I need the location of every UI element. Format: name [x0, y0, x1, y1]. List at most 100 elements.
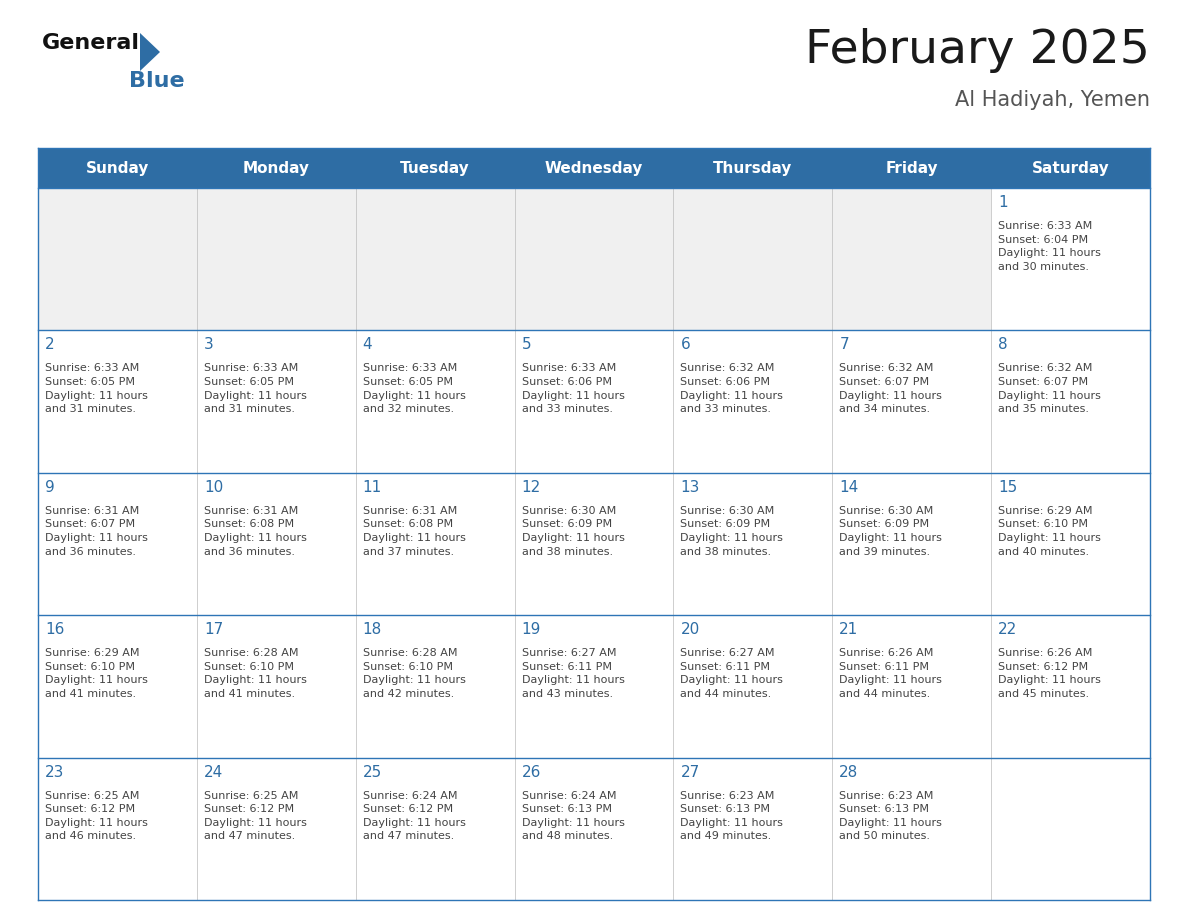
Text: Blue: Blue — [129, 71, 184, 91]
Text: 9: 9 — [45, 480, 55, 495]
Bar — [38, 188, 197, 330]
Text: Sunday: Sunday — [86, 161, 150, 175]
Bar — [991, 330, 1150, 473]
Text: 16: 16 — [45, 622, 64, 637]
Text: Thursday: Thursday — [713, 161, 792, 175]
Bar — [355, 188, 514, 330]
Text: 20: 20 — [681, 622, 700, 637]
Text: Sunrise: 6:30 AM
Sunset: 6:09 PM
Daylight: 11 hours
and 39 minutes.: Sunrise: 6:30 AM Sunset: 6:09 PM Dayligh… — [839, 506, 942, 556]
Text: 4: 4 — [362, 338, 372, 353]
Text: 1: 1 — [998, 195, 1007, 210]
Text: General: General — [42, 33, 140, 53]
Bar — [197, 615, 355, 757]
Text: Sunrise: 6:27 AM
Sunset: 6:11 PM
Daylight: 11 hours
and 43 minutes.: Sunrise: 6:27 AM Sunset: 6:11 PM Dayligh… — [522, 648, 625, 699]
Bar — [674, 757, 833, 900]
Text: Sunrise: 6:31 AM
Sunset: 6:07 PM
Daylight: 11 hours
and 36 minutes.: Sunrise: 6:31 AM Sunset: 6:07 PM Dayligh… — [45, 506, 147, 556]
Bar — [674, 615, 833, 757]
Text: 26: 26 — [522, 765, 541, 779]
Text: 13: 13 — [681, 480, 700, 495]
Bar — [38, 330, 197, 473]
Bar — [514, 188, 674, 330]
Text: Sunrise: 6:23 AM
Sunset: 6:13 PM
Daylight: 11 hours
and 50 minutes.: Sunrise: 6:23 AM Sunset: 6:13 PM Dayligh… — [839, 790, 942, 842]
Text: 27: 27 — [681, 765, 700, 779]
Text: Sunrise: 6:25 AM
Sunset: 6:12 PM
Daylight: 11 hours
and 46 minutes.: Sunrise: 6:25 AM Sunset: 6:12 PM Dayligh… — [45, 790, 147, 842]
Text: 5: 5 — [522, 338, 531, 353]
Text: Sunrise: 6:32 AM
Sunset: 6:07 PM
Daylight: 11 hours
and 35 minutes.: Sunrise: 6:32 AM Sunset: 6:07 PM Dayligh… — [998, 364, 1101, 414]
Text: Sunrise: 6:24 AM
Sunset: 6:13 PM
Daylight: 11 hours
and 48 minutes.: Sunrise: 6:24 AM Sunset: 6:13 PM Dayligh… — [522, 790, 625, 842]
Bar — [197, 757, 355, 900]
Bar — [833, 188, 991, 330]
Bar — [197, 330, 355, 473]
Text: Sunrise: 6:30 AM
Sunset: 6:09 PM
Daylight: 11 hours
and 38 minutes.: Sunrise: 6:30 AM Sunset: 6:09 PM Dayligh… — [681, 506, 783, 556]
Text: Monday: Monday — [242, 161, 310, 175]
Text: Sunrise: 6:28 AM
Sunset: 6:10 PM
Daylight: 11 hours
and 41 minutes.: Sunrise: 6:28 AM Sunset: 6:10 PM Dayligh… — [204, 648, 307, 699]
Bar — [991, 473, 1150, 615]
Text: Sunrise: 6:26 AM
Sunset: 6:11 PM
Daylight: 11 hours
and 44 minutes.: Sunrise: 6:26 AM Sunset: 6:11 PM Dayligh… — [839, 648, 942, 699]
Text: Sunrise: 6:23 AM
Sunset: 6:13 PM
Daylight: 11 hours
and 49 minutes.: Sunrise: 6:23 AM Sunset: 6:13 PM Dayligh… — [681, 790, 783, 842]
Bar — [674, 188, 833, 330]
Text: 28: 28 — [839, 765, 859, 779]
Bar — [197, 473, 355, 615]
Text: 12: 12 — [522, 480, 541, 495]
Text: Sunrise: 6:31 AM
Sunset: 6:08 PM
Daylight: 11 hours
and 37 minutes.: Sunrise: 6:31 AM Sunset: 6:08 PM Dayligh… — [362, 506, 466, 556]
Polygon shape — [140, 33, 160, 71]
Bar — [38, 148, 1150, 188]
Bar — [833, 615, 991, 757]
Text: 6: 6 — [681, 338, 690, 353]
Text: 8: 8 — [998, 338, 1007, 353]
Text: Sunrise: 6:24 AM
Sunset: 6:12 PM
Daylight: 11 hours
and 47 minutes.: Sunrise: 6:24 AM Sunset: 6:12 PM Dayligh… — [362, 790, 466, 842]
Text: Sunrise: 6:33 AM
Sunset: 6:05 PM
Daylight: 11 hours
and 31 minutes.: Sunrise: 6:33 AM Sunset: 6:05 PM Dayligh… — [204, 364, 307, 414]
Text: 7: 7 — [839, 338, 849, 353]
Bar — [674, 473, 833, 615]
Text: 2: 2 — [45, 338, 55, 353]
Bar — [355, 615, 514, 757]
Bar — [197, 188, 355, 330]
Bar — [991, 757, 1150, 900]
Text: Sunrise: 6:25 AM
Sunset: 6:12 PM
Daylight: 11 hours
and 47 minutes.: Sunrise: 6:25 AM Sunset: 6:12 PM Dayligh… — [204, 790, 307, 842]
Text: 22: 22 — [998, 622, 1017, 637]
Bar — [514, 473, 674, 615]
Text: 25: 25 — [362, 765, 383, 779]
Text: 3: 3 — [204, 338, 214, 353]
Bar — [833, 757, 991, 900]
Text: Sunrise: 6:27 AM
Sunset: 6:11 PM
Daylight: 11 hours
and 44 minutes.: Sunrise: 6:27 AM Sunset: 6:11 PM Dayligh… — [681, 648, 783, 699]
Bar — [833, 330, 991, 473]
Bar — [38, 473, 197, 615]
Text: 19: 19 — [522, 622, 541, 637]
Bar — [514, 330, 674, 473]
Text: Sunrise: 6:32 AM
Sunset: 6:06 PM
Daylight: 11 hours
and 33 minutes.: Sunrise: 6:32 AM Sunset: 6:06 PM Dayligh… — [681, 364, 783, 414]
Text: Sunrise: 6:33 AM
Sunset: 6:05 PM
Daylight: 11 hours
and 31 minutes.: Sunrise: 6:33 AM Sunset: 6:05 PM Dayligh… — [45, 364, 147, 414]
Text: 21: 21 — [839, 622, 859, 637]
Text: Wednesday: Wednesday — [545, 161, 643, 175]
Text: Sunrise: 6:29 AM
Sunset: 6:10 PM
Daylight: 11 hours
and 40 minutes.: Sunrise: 6:29 AM Sunset: 6:10 PM Dayligh… — [998, 506, 1101, 556]
Bar — [514, 615, 674, 757]
Bar — [355, 473, 514, 615]
Text: Sunrise: 6:29 AM
Sunset: 6:10 PM
Daylight: 11 hours
and 41 minutes.: Sunrise: 6:29 AM Sunset: 6:10 PM Dayligh… — [45, 648, 147, 699]
Text: Tuesday: Tuesday — [400, 161, 470, 175]
Bar — [833, 473, 991, 615]
Bar — [38, 757, 197, 900]
Text: Sunrise: 6:26 AM
Sunset: 6:12 PM
Daylight: 11 hours
and 45 minutes.: Sunrise: 6:26 AM Sunset: 6:12 PM Dayligh… — [998, 648, 1101, 699]
Bar — [674, 330, 833, 473]
Text: Saturday: Saturday — [1031, 161, 1110, 175]
Text: February 2025: February 2025 — [805, 28, 1150, 73]
Text: 11: 11 — [362, 480, 383, 495]
Bar — [355, 757, 514, 900]
Text: Friday: Friday — [885, 161, 939, 175]
Text: Sunrise: 6:28 AM
Sunset: 6:10 PM
Daylight: 11 hours
and 42 minutes.: Sunrise: 6:28 AM Sunset: 6:10 PM Dayligh… — [362, 648, 466, 699]
Text: 17: 17 — [204, 622, 223, 637]
Text: 10: 10 — [204, 480, 223, 495]
Text: Sunrise: 6:33 AM
Sunset: 6:05 PM
Daylight: 11 hours
and 32 minutes.: Sunrise: 6:33 AM Sunset: 6:05 PM Dayligh… — [362, 364, 466, 414]
Text: 18: 18 — [362, 622, 383, 637]
Text: 15: 15 — [998, 480, 1017, 495]
Bar — [991, 615, 1150, 757]
Text: 23: 23 — [45, 765, 64, 779]
Text: Sunrise: 6:31 AM
Sunset: 6:08 PM
Daylight: 11 hours
and 36 minutes.: Sunrise: 6:31 AM Sunset: 6:08 PM Dayligh… — [204, 506, 307, 556]
Text: Sunrise: 6:32 AM
Sunset: 6:07 PM
Daylight: 11 hours
and 34 minutes.: Sunrise: 6:32 AM Sunset: 6:07 PM Dayligh… — [839, 364, 942, 414]
Bar — [355, 330, 514, 473]
Bar — [514, 757, 674, 900]
Bar — [38, 615, 197, 757]
Text: Sunrise: 6:33 AM
Sunset: 6:06 PM
Daylight: 11 hours
and 33 minutes.: Sunrise: 6:33 AM Sunset: 6:06 PM Dayligh… — [522, 364, 625, 414]
Bar — [991, 188, 1150, 330]
Text: Sunrise: 6:30 AM
Sunset: 6:09 PM
Daylight: 11 hours
and 38 minutes.: Sunrise: 6:30 AM Sunset: 6:09 PM Dayligh… — [522, 506, 625, 556]
